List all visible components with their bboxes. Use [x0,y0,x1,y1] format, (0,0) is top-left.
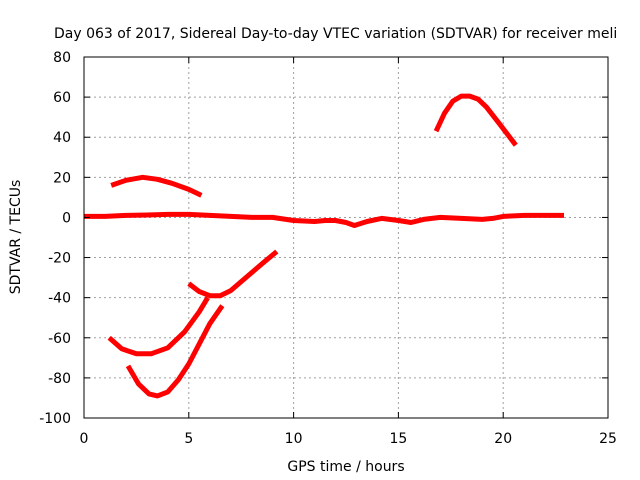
plot-frame [83,56,609,419]
y-tick-label: 0 [62,210,71,226]
x-axis: 0 5 10 15 20 25 [80,57,617,447]
x-tick-label: 5 [184,431,193,447]
x-tick-label: 25 [599,431,617,447]
y-tick-label: -100 [39,411,71,427]
series-line-s6 [187,249,279,299]
x-tick-label: 0 [80,431,89,447]
y-tick-label: 60 [53,90,71,106]
series-group [84,93,564,399]
y-tick-label: -80 [48,371,71,387]
grid [84,57,608,418]
chart-title: Day 063 of 2017, Sidereal Day-to-day VTE… [54,26,617,42]
y-tick-label: -40 [48,291,71,307]
y-tick-label: 20 [53,170,71,186]
y-axis: -100 -80 -60 -40 -20 0 20 40 60 80 [39,50,608,427]
y-tick-label: -20 [48,251,71,267]
series-line-s3 [433,93,518,147]
series-line-s5 [125,304,225,399]
y-axis-label: SDTVAR / TECUs [8,180,24,295]
x-tick-label: 15 [389,431,407,447]
series-line-s4 [107,296,210,357]
y-tick-label: 80 [53,50,71,66]
x-tick-label: 10 [285,431,303,447]
y-tick-label: 40 [53,130,71,146]
y-tick-label: -60 [48,331,71,347]
x-tick-label: 20 [494,431,512,447]
series-line-s2 [110,174,203,198]
x-axis-label: GPS time / hours [287,459,404,475]
series-line-main [84,211,564,228]
